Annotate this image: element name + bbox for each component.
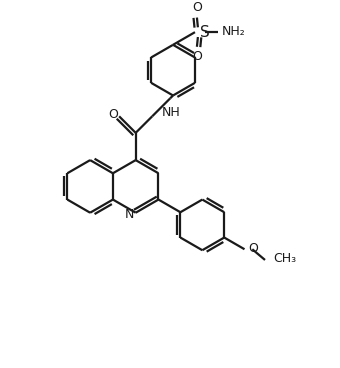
Text: O: O [249, 242, 258, 255]
Text: N: N [125, 208, 135, 221]
Text: S: S [200, 25, 209, 40]
Text: NH₂: NH₂ [222, 25, 246, 38]
Text: O: O [108, 108, 118, 121]
Text: NH: NH [162, 106, 181, 119]
Text: O: O [192, 1, 202, 14]
Text: O: O [192, 50, 202, 63]
Text: CH₃: CH₃ [273, 252, 296, 265]
